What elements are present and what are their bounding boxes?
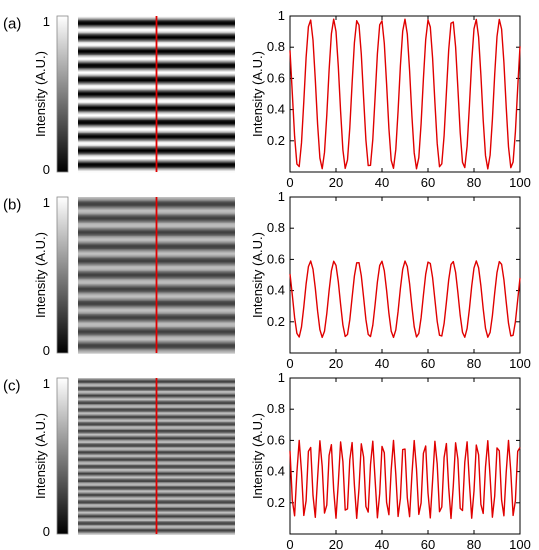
- x-tick-label: 60: [421, 175, 435, 190]
- series-line: [289, 18, 521, 170]
- y-tick-label: 0.2: [267, 314, 285, 329]
- colorbar-tick-max: 1: [43, 14, 50, 29]
- y-tick-label: 0.4: [267, 464, 285, 479]
- y-tick-label: 0.2: [267, 495, 285, 510]
- line-chart: 0 20 40 60 80 100 0.2 0.4 0.6 0.8 1 Intensity (A.U.…: [250, 189, 531, 371]
- y-tick-label: 0.6: [267, 432, 285, 447]
- y-tick-label: 1: [278, 189, 285, 204]
- series-line: [289, 260, 521, 339]
- colorbar: [56, 377, 69, 535]
- colorbar-tick-min: 0: [43, 524, 50, 539]
- x-tick-label: 20: [329, 537, 343, 550]
- colorbar-tick-min: 0: [43, 162, 50, 177]
- colorbar-label: Intensity (A.U.): [33, 413, 48, 499]
- y-tick-label: 1: [278, 370, 285, 385]
- x-tick-label: 40: [375, 537, 389, 550]
- x-tick-label: 100: [509, 537, 531, 550]
- y-tick-label: 0.4: [267, 283, 285, 298]
- panel-label: (c): [3, 377, 21, 394]
- x-tick-label: 100: [509, 356, 531, 371]
- y-tick-label: 1: [278, 8, 285, 23]
- series-line: [289, 439, 521, 520]
- y-tick-label: 0.2: [267, 133, 285, 148]
- colorbar-label: Intensity (A.U.): [33, 232, 48, 318]
- x-tick-label: 40: [375, 356, 389, 371]
- x-tick-label: 80: [467, 537, 481, 550]
- x-tick-label: 0: [286, 175, 293, 190]
- y-axis-label: Intensity (A.U.): [250, 51, 265, 137]
- colorbar-label: Intensity (A.U.): [33, 51, 48, 137]
- x-tick-label: 60: [421, 537, 435, 550]
- colorbar-tick-max: 1: [43, 376, 50, 391]
- colorbar-tick-min: 0: [43, 343, 50, 358]
- colorbar: [56, 196, 69, 354]
- panel-label: (b): [3, 196, 21, 213]
- y-tick-label: 0.4: [267, 102, 285, 117]
- line-chart: 0 20 40 60 80 100 0.2 0.4 0.6 0.8 1 Intensity (A.U.…: [250, 8, 531, 190]
- plot-frame: [289, 196, 521, 354]
- x-tick-label: 20: [329, 356, 343, 371]
- x-tick-label: 20: [329, 175, 343, 190]
- y-tick-label: 0.6: [267, 251, 285, 266]
- y-tick-label: 0.8: [267, 401, 285, 416]
- x-tick-label: 100: [509, 175, 531, 190]
- colorbar-tick-max: 1: [43, 195, 50, 210]
- x-tick-label: 60: [421, 356, 435, 371]
- x-tick-label: 80: [467, 175, 481, 190]
- colorbar: [56, 15, 69, 173]
- x-tick-label: 0: [286, 537, 293, 550]
- y-tick-label: 0.8: [267, 220, 285, 235]
- line-chart: 0 20 40 60 80 100 0.2 0.4 0.6 0.8 1 Intensity (A.U.…: [250, 370, 531, 550]
- y-tick-label: 0.8: [267, 39, 285, 54]
- y-axis-label: Intensity (A.U.): [250, 232, 265, 318]
- x-tick-label: 40: [375, 175, 389, 190]
- panel-label: (a): [3, 15, 21, 32]
- x-tick-label: 80: [467, 356, 481, 371]
- y-axis-label: Intensity (A.U.): [250, 413, 265, 499]
- y-tick-label: 0.6: [267, 70, 285, 85]
- x-tick-label: 0: [286, 356, 293, 371]
